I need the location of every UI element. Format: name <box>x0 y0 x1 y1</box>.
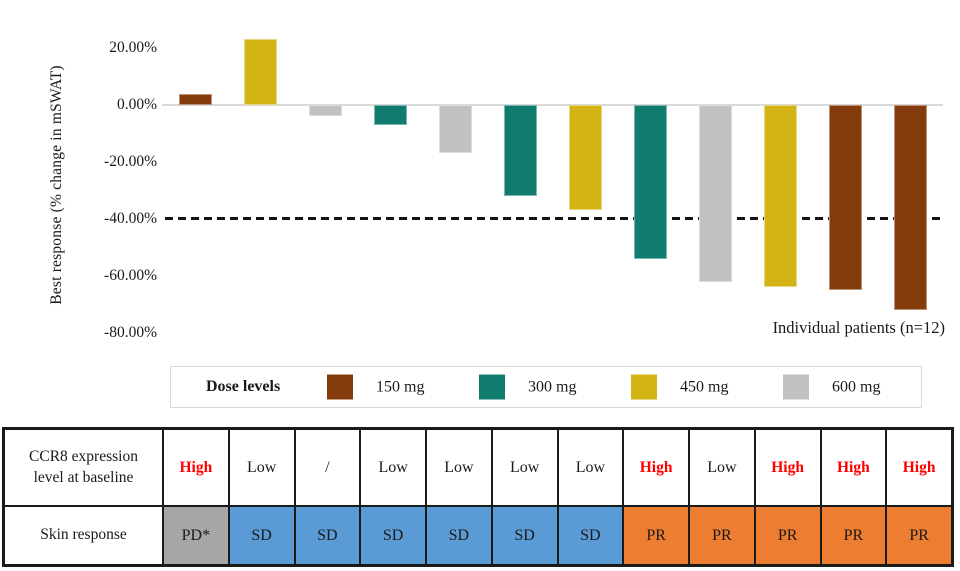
legend-label: 600 mg <box>832 378 881 395</box>
bar-patient-10 <box>764 105 797 288</box>
ccr8-cell-12: High <box>886 429 952 506</box>
y-tick-label: -40.00% <box>104 210 157 227</box>
ccr8-cell-10: High <box>754 429 821 506</box>
bar-patient-6 <box>504 105 537 197</box>
legend-item-300-mg: 300 mg <box>479 374 577 400</box>
response-cell-1: PD* <box>163 506 229 565</box>
legend-item-150-mg: 150 mg <box>327 374 425 400</box>
response-cell-7: SD <box>557 506 624 565</box>
row-header-skin-response: Skin response <box>4 506 163 565</box>
legend-swatch-icon <box>783 374 809 400</box>
response-cell-8: PR <box>623 506 689 565</box>
bar-patient-12 <box>894 105 927 311</box>
patient-table: CCR8 expression level at baseline High Low… <box>2 427 954 567</box>
bar-patient-8 <box>634 105 667 259</box>
ccr8-cell-8: High <box>623 429 689 506</box>
bar-patient-5 <box>439 105 472 154</box>
bar-patient-11 <box>829 105 862 291</box>
y-tick-label: 20.00% <box>109 39 157 56</box>
ccr8-cell-1: High <box>163 429 229 506</box>
response-cell-5: SD <box>426 506 492 565</box>
response-cell-3: SD <box>294 506 361 565</box>
ccr8-cell-11: High <box>820 429 887 506</box>
legend-item-600-mg: 600 mg <box>783 374 881 400</box>
legend-item-450-mg: 450 mg <box>631 374 729 400</box>
legend-swatch-icon <box>479 374 505 400</box>
legend-title: Dose levels <box>206 378 281 395</box>
bar-patient-3 <box>309 105 342 117</box>
response-cell-12: PR <box>886 506 952 565</box>
y-axis-title: Best response (% change in mSWAT) <box>48 65 65 305</box>
ccr8-cell-7: Low <box>557 429 624 506</box>
legend-label: 450 mg <box>680 378 729 395</box>
row-header-ccr8-expression: CCR8 expression level at baseline <box>4 429 163 506</box>
y-tick-label: -60.00% <box>104 267 157 284</box>
response-cell-10: PR <box>754 506 821 565</box>
response-cell-4: SD <box>360 506 426 565</box>
bar-patient-9 <box>699 105 732 282</box>
response-cell-9: PR <box>689 506 755 565</box>
bar-patient-1 <box>179 93 212 105</box>
bar-patient-7 <box>569 105 602 211</box>
y-tick-label: -20.00% <box>104 153 157 170</box>
ccr8-cell-3: / <box>294 429 361 506</box>
y-tick-label: 0.00% <box>116 96 157 113</box>
ccr8-cell-4: Low <box>360 429 426 506</box>
ccr8-cell-2: Low <box>228 429 295 506</box>
response-cell-11: PR <box>820 506 887 565</box>
legend-swatch-icon <box>327 374 353 400</box>
x-axis-caption: Individual patients (n=12) <box>772 318 945 337</box>
ccr8-cell-6: Low <box>491 429 558 506</box>
dose-legend: Dose levels 150 mg 300 mg 450 mg 600 mg <box>170 366 922 408</box>
legend-label: 300 mg <box>528 378 577 395</box>
response-cell-2: SD <box>228 506 295 565</box>
bar-patient-2 <box>244 39 277 105</box>
legend-swatch-icon <box>631 374 657 400</box>
y-tick-label: -80.00% <box>104 324 157 341</box>
bar-patient-4 <box>374 105 407 125</box>
legend-label: 150 mg <box>376 378 425 395</box>
ccr8-cell-9: Low <box>689 429 755 506</box>
response-cell-6: SD <box>491 506 558 565</box>
zero-baseline <box>162 104 943 106</box>
minus40-reference-line <box>165 217 945 220</box>
best-response-chart: Best response (% change in mSWAT) Indivi… <box>48 39 945 341</box>
ccr8-cell-5: Low <box>426 429 492 506</box>
